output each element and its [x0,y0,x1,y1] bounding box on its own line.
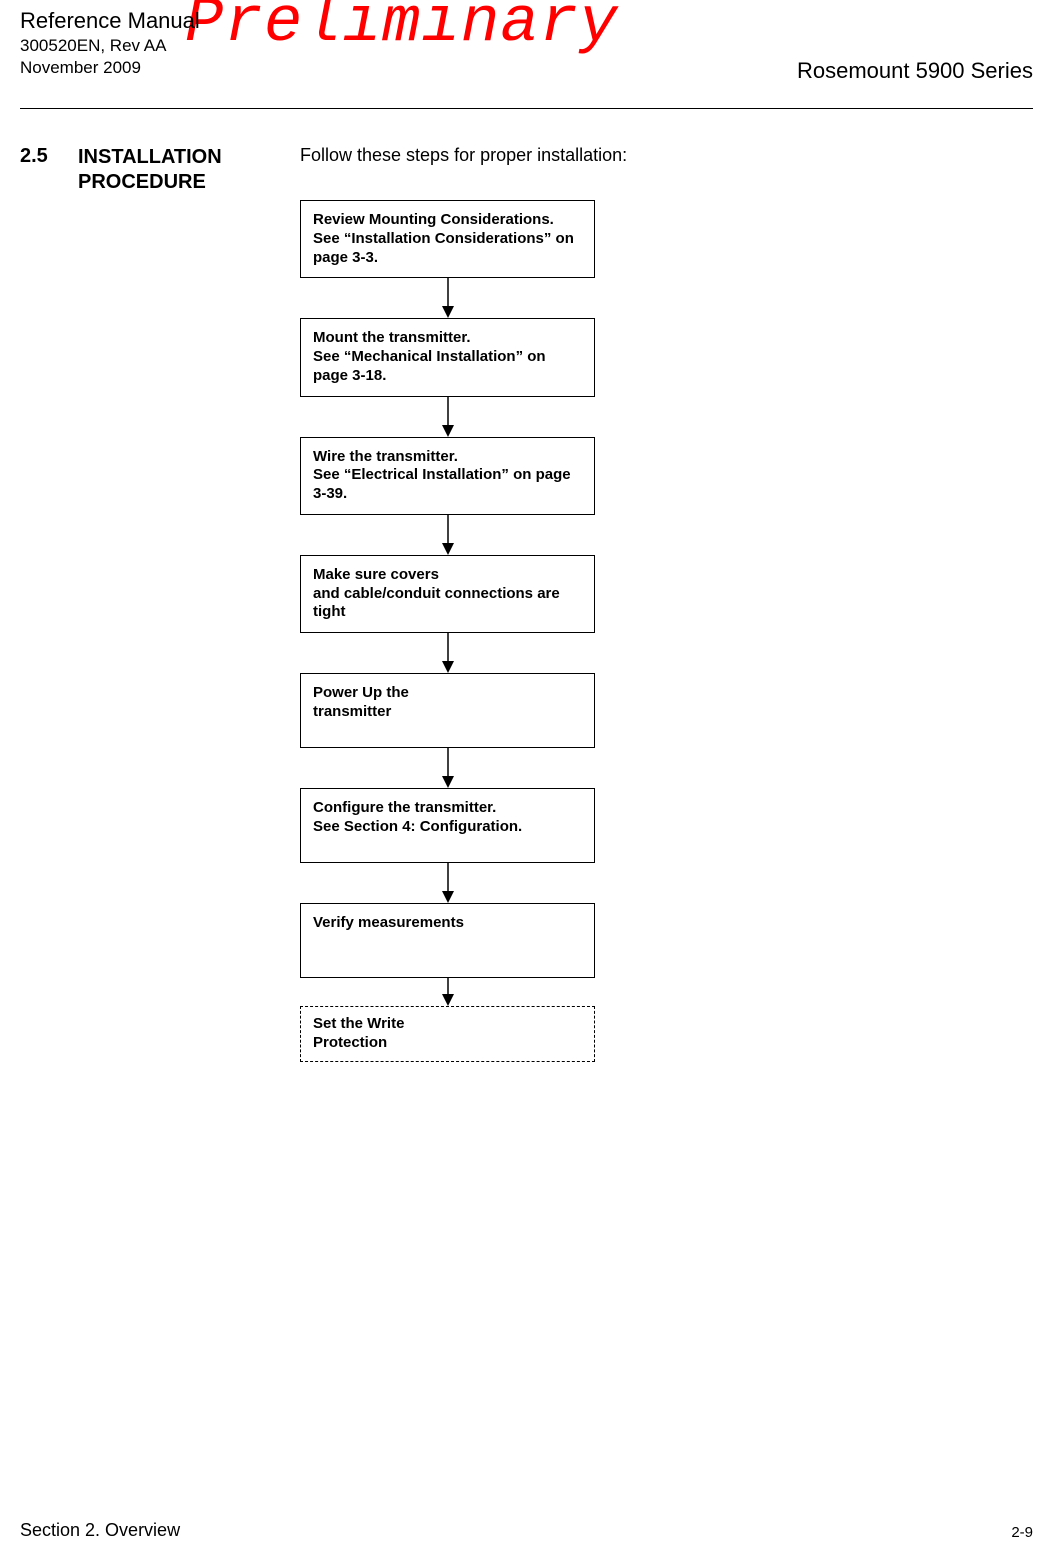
flowchart-arrow [300,515,595,555]
page-header: Preliminary Reference Manual 300520EN, R… [0,0,1053,10]
product-name: Rosemount 5900 Series [797,58,1033,84]
flowchart-step-text: Wire the transmitter. [313,448,458,465]
arrow-down-icon [439,633,457,673]
flowchart-arrow [300,978,595,1006]
arrow-down-icon [439,397,457,437]
flowchart-step: Verify measurements [300,903,595,978]
flowchart-arrow [300,278,595,318]
flowchart-step-text: Mount the transmitter. [313,329,471,346]
flowchart-step-text: Make sure covers [313,566,439,583]
flowchart-step-text: Configure the transmitter. [313,799,496,816]
doc-id: 300520EN, Rev AA [20,36,200,56]
flowchart-step-text: Power Up the [313,684,409,701]
section-title-line1: INSTALLATION [78,146,222,168]
flowchart-arrow [300,748,595,788]
page: Preliminary Reference Manual 300520EN, R… [0,0,1053,1563]
arrow-down-icon [439,748,457,788]
flowchart-arrow [300,633,595,673]
section-number: 2.5 [20,145,48,168]
arrow-down-icon [439,978,457,1006]
arrow-down-icon [439,278,457,318]
flowchart-step-text: Protection [313,1034,387,1051]
flowchart-step-text: Review Mounting Considerations. See “Ins… [313,211,574,266]
flowchart-container: Review Mounting Considerations. See “Ins… [300,200,595,1062]
flowchart-step: Configure the transmitter. See Section 4:… [300,788,595,863]
flowchart-step-text: See Section 4: Configuration. [313,818,522,835]
flowchart-step-text: Set the Write [313,1015,404,1032]
flowchart-step-text: See “Electrical Installation” on page 3-… [313,466,571,502]
flowchart-arrow [300,397,595,437]
arrow-down-icon [439,863,457,903]
section-title: INSTALLATION PROCEDURE [78,145,222,195]
flowchart-step: Wire the transmitter.See “Electrical Ins… [300,437,595,515]
header-divider [20,108,1033,109]
intro-text: Follow these steps for proper installati… [300,145,627,166]
flowchart-step: Set the Write Protection [300,1006,595,1062]
flowchart-step: Power Up the transmitter [300,673,595,748]
flowchart-step: Mount the transmitter. See “Mechanical In… [300,318,595,396]
flowchart-step-text: and cable/conduit connections are tight [313,585,560,621]
arrow-down-icon [439,515,457,555]
watermark-text: Preliminary [185,0,618,60]
doc-date: November 2009 [20,58,200,78]
doc-title: Reference Manual [20,8,200,34]
footer-section: Section 2. Overview [20,1520,180,1541]
flowchart-step-text: transmitter [313,703,391,720]
flowchart-step: Review Mounting Considerations. See “Ins… [300,200,595,278]
flowchart-step-text: Verify measurements [313,914,464,931]
flowchart-arrow [300,863,595,903]
flowchart-step: Make sure covers and cable/conduit connec… [300,555,595,633]
section-title-line2: PROCEDURE [78,171,206,193]
header-left-block: Reference Manual 300520EN, Rev AA Novemb… [20,8,200,78]
footer-page-number: 2-9 [1011,1524,1033,1541]
flowchart-step-text: See “Mechanical Installation” on page 3-… [313,348,546,384]
